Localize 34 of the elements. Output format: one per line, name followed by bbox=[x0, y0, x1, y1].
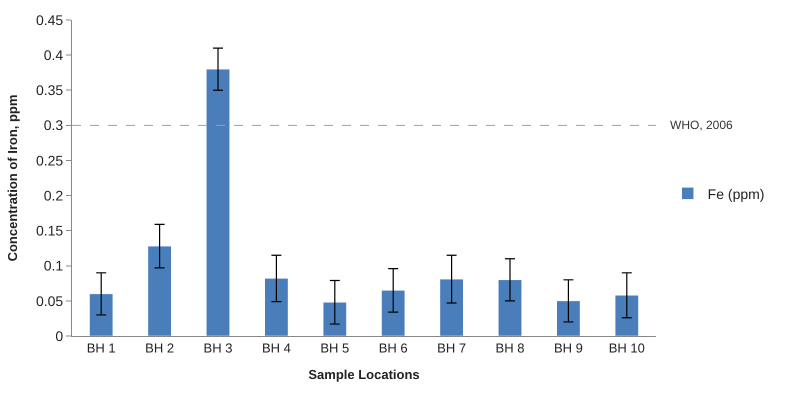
bar bbox=[264, 278, 288, 336]
x-tick-label: BH 5 bbox=[320, 340, 350, 356]
y-tick-label: 0.35 bbox=[36, 82, 64, 98]
x-tick-label: BH 3 bbox=[204, 340, 232, 356]
bar bbox=[89, 294, 114, 336]
y-tick-label: 0.4 bbox=[44, 47, 64, 64]
y-tick-label: 0.2 bbox=[44, 187, 64, 204]
x-tick-label: BH 2 bbox=[145, 340, 174, 356]
legend-label: Fe (ppm) bbox=[708, 186, 764, 202]
y-tick-label: 0.25 bbox=[36, 152, 64, 168]
y-tick-label: 0.1 bbox=[44, 258, 64, 274]
y-tick-label: 0.45 bbox=[36, 12, 64, 28]
bar bbox=[498, 280, 522, 336]
x-tick-label: BH 1 bbox=[86, 340, 116, 356]
ref-line-label: WHO, 2006 bbox=[670, 118, 734, 132]
x-tick-label: BH 4 bbox=[262, 340, 291, 356]
x-axis-title: Sample Locations bbox=[308, 367, 420, 382]
y-tick-label: 0 bbox=[55, 328, 64, 344]
y-tick-label: 0.15 bbox=[36, 222, 64, 239]
bar bbox=[148, 246, 172, 336]
y-axis-title: Concentration of Iron, ppm bbox=[4, 94, 20, 262]
bar bbox=[556, 300, 580, 336]
bar bbox=[614, 295, 639, 336]
bar bbox=[206, 68, 230, 336]
x-tick-label: BH 10 bbox=[608, 340, 645, 356]
y-tick-label: 0.3 bbox=[44, 117, 64, 134]
x-tick-label: BH 7 bbox=[437, 340, 466, 356]
x-tick-label: BH 8 bbox=[496, 340, 524, 356]
bar bbox=[440, 278, 464, 336]
bar bbox=[322, 302, 347, 336]
x-tick-label: BH 6 bbox=[378, 340, 408, 356]
bar bbox=[381, 290, 406, 336]
x-tick-label: BH 9 bbox=[554, 340, 583, 356]
y-tick-label: 0.05 bbox=[36, 292, 64, 309]
